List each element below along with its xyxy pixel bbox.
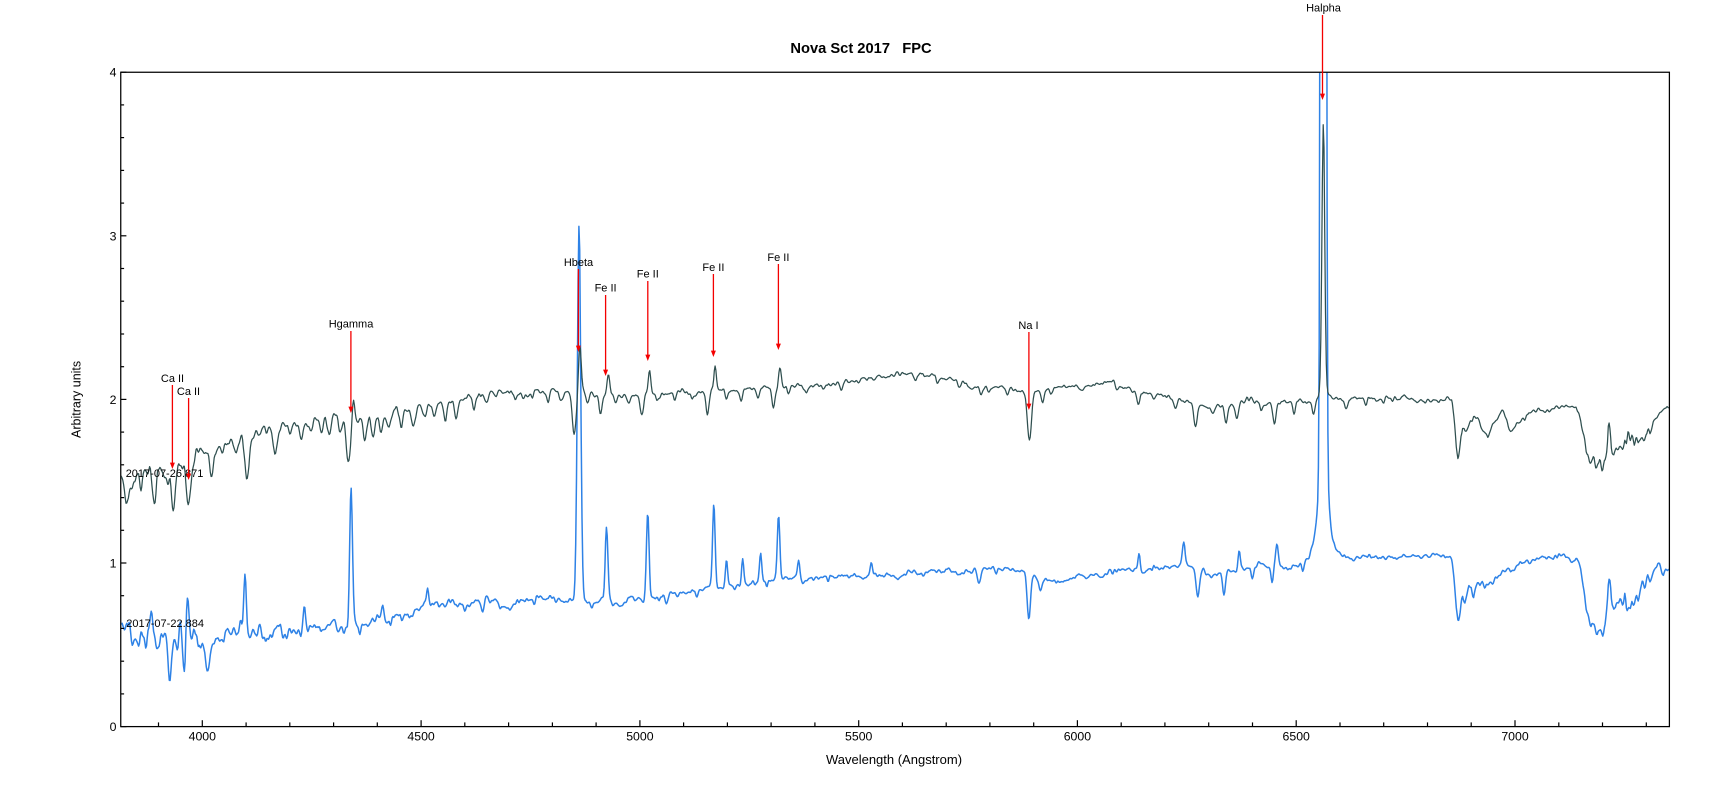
svg-text:Ca II: Ca II — [177, 386, 200, 398]
svg-text:Fe II: Fe II — [595, 283, 617, 295]
svg-text:4: 4 — [110, 66, 117, 80]
svg-text:Halpha: Halpha — [1306, 3, 1342, 15]
svg-text:Ca II: Ca II — [161, 373, 184, 385]
svg-text:Hbeta: Hbeta — [564, 257, 594, 269]
svg-text:4000: 4000 — [189, 730, 217, 744]
svg-text:1: 1 — [110, 557, 117, 571]
svg-text:7000: 7000 — [1501, 730, 1529, 744]
svg-text:6000: 6000 — [1064, 730, 1092, 744]
svg-text:Wavelength (Angstrom): Wavelength (Angstrom) — [826, 752, 962, 767]
svg-text:Na I: Na I — [1018, 320, 1038, 332]
svg-text:Fe II: Fe II — [767, 252, 789, 264]
svg-text:2017-07-26.871: 2017-07-26.871 — [126, 468, 204, 480]
svg-text:Fe II: Fe II — [702, 262, 724, 274]
svg-text:Arbitrary units: Arbitrary units — [70, 361, 84, 438]
svg-text:6500: 6500 — [1283, 730, 1311, 744]
svg-text:2017-07-22.884: 2017-07-22.884 — [126, 618, 204, 630]
svg-text:Fe II: Fe II — [637, 269, 659, 281]
svg-text:5000: 5000 — [626, 730, 654, 744]
svg-text:2: 2 — [110, 393, 117, 407]
svg-text:Hgamma: Hgamma — [329, 319, 375, 331]
svg-text:3: 3 — [110, 229, 117, 243]
svg-text:Nova Sct 2017 FPC: Nova Sct 2017 FPC — [790, 41, 932, 57]
svg-text:0: 0 — [110, 720, 117, 734]
svg-text:5500: 5500 — [845, 730, 873, 744]
svg-text:4500: 4500 — [407, 730, 435, 744]
